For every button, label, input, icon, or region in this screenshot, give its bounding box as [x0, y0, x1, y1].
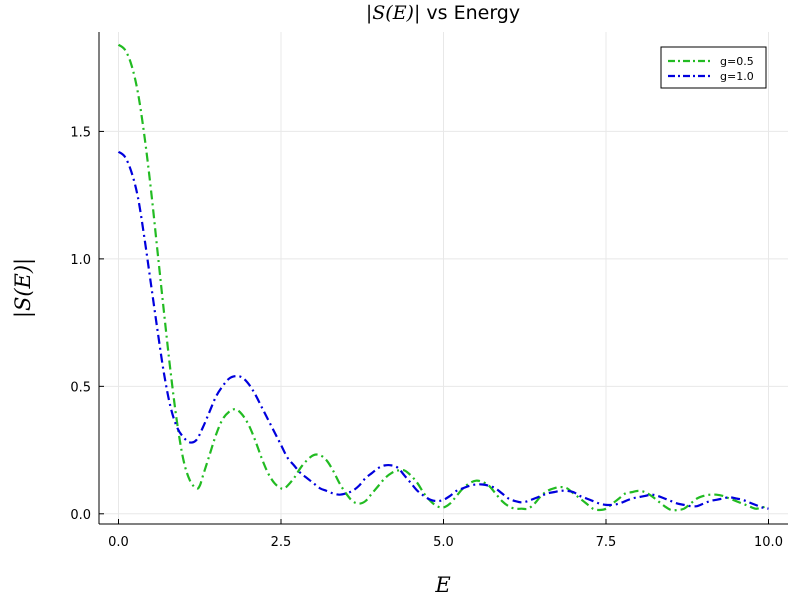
chart-title-text: vs Energy	[420, 2, 520, 24]
x-tick-label: 10.0	[754, 535, 783, 550]
y-tick-label: 0.5	[70, 380, 91, 395]
series-layer	[117, 43, 769, 512]
x-axis-label: E	[434, 573, 450, 597]
legend-label-g05: g=0.5	[720, 55, 754, 68]
grid	[99, 32, 788, 524]
x-tick-label: 7.5	[596, 535, 617, 550]
y-tick-label: 1.0	[70, 253, 91, 268]
legend: g=0.5 g=1.0	[660, 46, 767, 89]
chart-title: |S(E)| vs Energy	[366, 2, 520, 24]
legend-label-g10: g=1.0	[720, 70, 754, 83]
legend-box	[660, 46, 767, 89]
x-tick-label: 0.0	[108, 535, 129, 550]
series-line-g10	[117, 150, 769, 510]
y-tick-label: 0.0	[70, 508, 91, 523]
y-axis-label: |S(E)|	[11, 258, 36, 318]
x-ticks: 0.0 2.5 5.0 7.5 10.0	[108, 519, 783, 550]
x-tick-label: 5.0	[433, 535, 454, 550]
y-tick-label: 1.5	[70, 125, 91, 140]
y-ticks: 0.0 0.5 1.0 1.5	[70, 125, 104, 523]
x-tick-label: 2.5	[271, 535, 292, 550]
chart-title-math: |S(E)|	[366, 2, 421, 24]
